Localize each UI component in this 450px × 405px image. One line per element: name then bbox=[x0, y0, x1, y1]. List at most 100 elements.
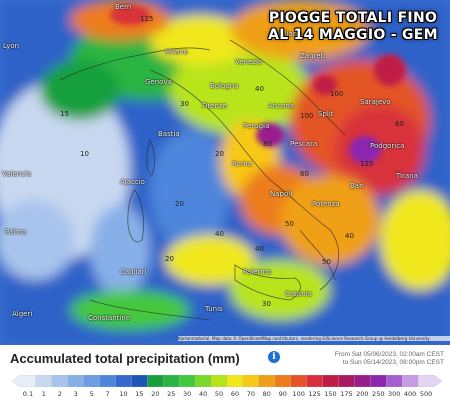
colorbar-segment bbox=[354, 375, 371, 387]
city-label: Bari bbox=[350, 182, 364, 190]
city-label: Bologna bbox=[210, 82, 239, 90]
city-label: Ancona bbox=[268, 102, 295, 110]
colorbar-tick-label: 250 bbox=[372, 390, 385, 398]
colorbar-segment bbox=[99, 375, 117, 387]
colorbar-tick-label: 40 bbox=[198, 390, 208, 398]
contour-value: 40 bbox=[215, 230, 224, 238]
contour-value: 60 bbox=[300, 170, 309, 178]
colorbar-segment bbox=[322, 375, 340, 387]
colorbar-segment bbox=[290, 375, 308, 387]
colorbar-segment bbox=[147, 375, 164, 387]
colorbar-segment bbox=[210, 375, 228, 387]
colorbar-tick-label: 15 bbox=[135, 390, 144, 398]
colorbar-segment bbox=[242, 375, 260, 387]
city-label: Tirana bbox=[396, 172, 418, 180]
contour-value: 125 bbox=[140, 15, 154, 23]
city-label: Cagliari bbox=[120, 268, 147, 276]
contour-value: 60 bbox=[395, 120, 404, 128]
colorbar-tick-label: 400 bbox=[403, 390, 417, 398]
colorbar-segment bbox=[370, 375, 387, 387]
colorbar-segment bbox=[195, 375, 212, 387]
colorbar-segment bbox=[115, 375, 133, 387]
contour-value: 80 bbox=[263, 140, 272, 148]
colorbar-segment bbox=[35, 375, 53, 387]
map-title-line1: PIOGGE TOTALI FINO bbox=[268, 10, 438, 26]
contour-value: 40 bbox=[255, 85, 264, 93]
colorbar-tick-label: 70 bbox=[246, 390, 256, 398]
city-label: Bastia bbox=[158, 130, 180, 138]
time-range-to: to Sun 05/14/2023, 08:00pm CEST bbox=[342, 359, 444, 366]
contour-value: 30 bbox=[180, 100, 189, 108]
colorbar-tick-label: 7 bbox=[105, 390, 110, 398]
legend-title: Accumulated total precipitation (mm) bbox=[10, 351, 240, 366]
precipitation-map[interactable]: Bern Lyon Milano Venezia Ljubljana Genov… bbox=[0, 0, 450, 345]
city-label: Napoli bbox=[270, 190, 293, 198]
colorbar-tick-label: 50 bbox=[214, 390, 224, 398]
colorbar-tick-label: 5 bbox=[89, 390, 94, 398]
city-label: Pescara bbox=[290, 140, 318, 148]
colorbar-tick-label: 80 bbox=[262, 390, 271, 398]
colorbar-tick-label: 90 bbox=[278, 390, 287, 398]
contour-value: 10 bbox=[80, 150, 89, 158]
map-title: PIOGGE TOTALI FINO AL 14 MAGGIO - GEM bbox=[258, 10, 448, 44]
time-range-from: From Sat 05/06/2023, 02:00am CEST bbox=[334, 351, 444, 358]
colorbar-segment bbox=[417, 375, 442, 387]
colorbar-tick-label: 200 bbox=[356, 390, 369, 398]
city-label: Palma bbox=[5, 228, 27, 236]
colorbar-tick-label: 2 bbox=[57, 390, 62, 398]
colorbar-tick-label: 25 bbox=[167, 390, 176, 398]
contour-value: 20 bbox=[175, 200, 184, 208]
colorbar-tick-label: 30 bbox=[183, 390, 192, 398]
colorbar-tick-label: 300 bbox=[387, 390, 401, 398]
city-label: Roma bbox=[232, 160, 252, 168]
colorbar-segment bbox=[67, 375, 85, 387]
contour-value: 40 bbox=[255, 245, 264, 253]
contour-value: 100 bbox=[300, 112, 314, 120]
city-label: Genova bbox=[145, 78, 172, 86]
city-label: Valencia bbox=[2, 170, 32, 178]
time-range: From Sat 05/06/2023, 02:00am CEST to Sun… bbox=[300, 351, 444, 367]
colorbar-tick-label: 175 bbox=[340, 390, 353, 398]
colorbar-tick-label: 0.1 bbox=[22, 390, 34, 398]
contour-value: 20 bbox=[165, 255, 174, 263]
colorbar-labels: 0.1 1 2 3 5 7 10 15 20 25 30 40 50 60 70 80 90 100 125 150 1… bbox=[12, 390, 442, 400]
city-label: Bern bbox=[115, 3, 132, 11]
city-label: Ajaccio bbox=[120, 178, 145, 186]
info-icon[interactable]: i bbox=[268, 351, 280, 363]
city-label: Constantine bbox=[88, 314, 131, 322]
colorbar-segment bbox=[338, 375, 356, 387]
city-label: Venezia bbox=[235, 58, 263, 66]
colorbar-tick-label: 10 bbox=[119, 390, 128, 398]
colorbar-segment bbox=[51, 375, 69, 387]
colorbar-tick-label: 500 bbox=[419, 390, 433, 398]
contour-value: 30 bbox=[262, 300, 271, 308]
city-label: Algeri bbox=[12, 310, 33, 318]
colorbar-tick-label: 60 bbox=[230, 390, 240, 398]
city-label: Tunis bbox=[205, 305, 223, 313]
colorbar-segment bbox=[163, 375, 180, 387]
map-attribution: Kartenmaterial, Map data © OpenStreetMap… bbox=[178, 336, 450, 341]
city-label: Ljubljana bbox=[270, 30, 302, 38]
city-label: Lyon bbox=[3, 42, 20, 50]
city-label: Palermo bbox=[243, 268, 272, 276]
colorbar-segment bbox=[226, 375, 244, 387]
map-title-line2: AL 14 MAGGIO - GEM bbox=[268, 27, 438, 43]
city-label: Catania bbox=[285, 290, 312, 298]
colorbar-tick-label: 20 bbox=[151, 390, 160, 398]
colorbar-segment bbox=[12, 375, 37, 387]
colorbar-tick-label: 1 bbox=[41, 390, 46, 398]
contour-value: 15 bbox=[60, 110, 69, 118]
colorbar-tick-label: 3 bbox=[73, 390, 78, 398]
contour-value: 50 bbox=[285, 220, 294, 228]
colorbar-segment bbox=[306, 375, 324, 387]
colorbar bbox=[12, 375, 442, 387]
city-label: Firenze bbox=[202, 102, 227, 110]
colorbar-segment bbox=[258, 375, 276, 387]
city-label: Split bbox=[318, 110, 334, 118]
contour-value: 50 bbox=[322, 258, 331, 266]
colorbar-segment bbox=[386, 375, 403, 387]
city-label: Zagreb bbox=[300, 52, 326, 60]
colorbar-tick-label: 100 bbox=[292, 390, 305, 398]
colorbar-tick-label: 125 bbox=[308, 390, 321, 398]
colorbar-segment bbox=[131, 375, 149, 387]
